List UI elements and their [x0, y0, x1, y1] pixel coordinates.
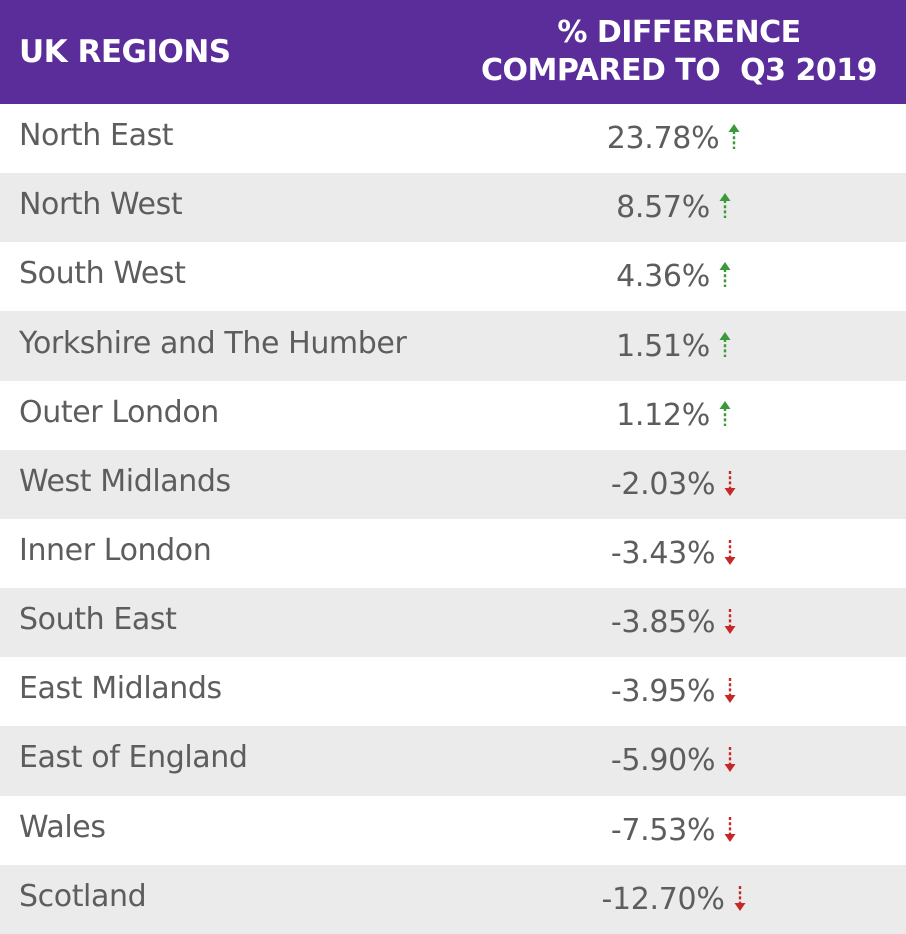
region-name: East of England: [19, 740, 248, 776]
difference-value-cell: -7.53%: [470, 813, 906, 848]
difference-value: 1.12%: [616, 397, 710, 433]
difference-header-line1: % DIFFERENCE: [557, 15, 801, 50]
arrow-up-icon: [728, 124, 740, 150]
region-name: Yorkshire and The Humber: [19, 325, 407, 361]
region-name: Outer London: [19, 394, 219, 430]
table-header: UK REGIONS % DIFFERENCE COMPARED TO Q3 2…: [0, 0, 906, 104]
difference-value: 1.51%: [616, 328, 710, 364]
difference-value-cell: -3.43%: [470, 536, 906, 571]
difference-value-cell: -12.70%: [470, 882, 906, 917]
arrow-down-icon: [724, 609, 736, 635]
table-row: East of England -5.90%: [0, 726, 906, 796]
difference-value: 23.78%: [606, 121, 720, 157]
difference-value: 4.36%: [616, 259, 710, 295]
difference-value-cell: -5.90%: [470, 743, 906, 778]
region-name: East Midlands: [19, 671, 222, 707]
region-name: Inner London: [19, 533, 212, 569]
difference-header-line2: COMPARED TO Q3 2019: [481, 53, 877, 88]
difference-value: -12.70%: [601, 881, 725, 917]
arrow-down-icon: [724, 470, 736, 496]
difference-column-header: % DIFFERENCE COMPARED TO Q3 2019: [470, 14, 906, 90]
arrow-down-icon: [724, 747, 736, 773]
difference-value: -3.95%: [610, 674, 716, 710]
region-name: South West: [19, 256, 186, 292]
table-row: West Midlands -2.03%: [0, 449, 906, 519]
region-name: Wales: [19, 809, 106, 845]
table-row: South West 4.36%: [0, 242, 906, 312]
table-body: North East 23.78% North West 8.57% South Wes…: [0, 104, 906, 934]
table-row: North West 8.57%: [0, 173, 906, 243]
region-name: Scotland: [19, 878, 147, 914]
difference-value-cell: 23.78%: [470, 121, 906, 156]
difference-value-cell: -3.85%: [470, 605, 906, 640]
difference-value-cell: 8.57%: [470, 190, 906, 225]
difference-value: -3.43%: [610, 536, 716, 572]
difference-value: -7.53%: [610, 812, 716, 848]
difference-value: -5.90%: [610, 743, 716, 779]
region-column-header: UK REGIONS: [19, 34, 231, 70]
table-row: North East 23.78%: [0, 104, 906, 174]
table-row: Yorkshire and The Humber 1.51%: [0, 311, 906, 381]
difference-value-cell: 4.36%: [470, 259, 906, 294]
difference-value-cell: 1.12%: [470, 398, 906, 433]
arrow-up-icon: [719, 331, 731, 357]
difference-value: -3.85%: [610, 605, 716, 641]
arrow-down-icon: [724, 678, 736, 704]
table-row: Inner London -3.43%: [0, 518, 906, 589]
difference-value-cell: 1.51%: [470, 329, 906, 364]
region-name: South East: [19, 602, 177, 638]
table-row: East Midlands -3.95%: [0, 657, 906, 727]
difference-value: 8.57%: [616, 190, 710, 226]
table-row: Scotland -12.70%: [0, 864, 906, 934]
table-row: Outer London 1.12%: [0, 380, 906, 450]
table-row: South East -3.85%: [0, 588, 906, 658]
arrow-down-icon: [724, 816, 736, 842]
difference-value-cell: -3.95%: [470, 674, 906, 709]
region-name: North West: [19, 187, 183, 223]
arrow-down-icon: [724, 540, 736, 566]
difference-value: -2.03%: [610, 466, 716, 502]
difference-value-cell: -2.03%: [470, 467, 906, 502]
arrow-up-icon: [719, 400, 731, 426]
region-name: West Midlands: [19, 463, 231, 499]
table-row: Wales -7.53%: [0, 795, 906, 865]
arrow-up-icon: [719, 262, 731, 288]
region-name: North East: [19, 118, 174, 154]
arrow-up-icon: [719, 193, 731, 219]
arrow-down-icon: [734, 885, 746, 911]
